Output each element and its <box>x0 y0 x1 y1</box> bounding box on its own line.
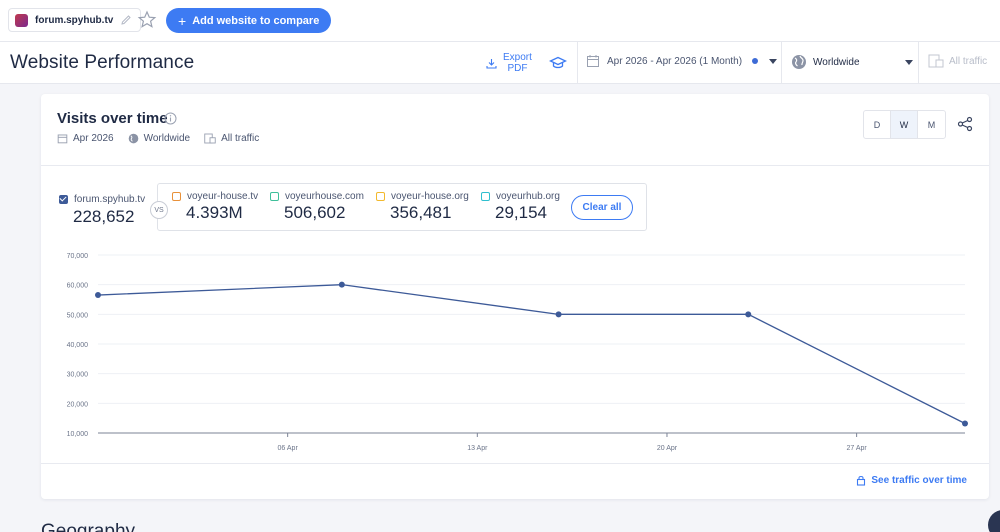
traffic-value: All traffic <box>949 55 988 67</box>
y-tick-label: 10,000 <box>67 431 89 438</box>
granularity-toggle: D W M <box>863 110 946 139</box>
main-site-name: forum.spyhub.tv <box>74 194 146 205</box>
see-traffic-label: See traffic over time <box>871 475 967 486</box>
competitor-visits: 29,154 <box>495 203 547 222</box>
pencil-icon[interactable] <box>120 14 132 26</box>
y-tick-label: 30,000 <box>67 372 89 379</box>
data-point <box>95 292 101 299</box>
checkbox-unchecked-icon[interactable] <box>172 192 181 201</box>
card-title: Visits over time <box>57 110 168 127</box>
chat-widget-button[interactable] <box>988 510 1000 532</box>
page-title: Website Performance <box>10 52 195 73</box>
divider <box>41 165 989 166</box>
checkbox-unchecked-icon[interactable] <box>376 192 385 201</box>
data-point <box>745 311 752 318</box>
site-name: forum.spyhub.tv <box>35 14 114 26</box>
chevron-down-icon <box>769 58 778 64</box>
competitor-legend[interactable]: voyeur-house.tv 4.393M <box>172 191 258 223</box>
visits-line-chart: 70,000 60,000 50,000 40,000 30,000 20,000 10,0… <box>67 253 968 452</box>
clear-all-button[interactable]: Clear all <box>571 195 633 220</box>
graduation-cap-icon[interactable] <box>549 54 567 72</box>
export-pdf-button[interactable]: Export PDF <box>486 52 532 74</box>
checkbox-unchecked-icon[interactable] <box>270 192 279 201</box>
globe-icon <box>128 133 138 144</box>
granularity-week[interactable]: W <box>891 111 918 138</box>
plus-icon: + <box>178 12 187 29</box>
geography-heading: Geography <box>41 521 136 532</box>
y-tick-label: 60,000 <box>67 283 89 290</box>
calendar-icon <box>587 55 599 67</box>
site-chip[interactable]: forum.spyhub.tv <box>8 8 142 32</box>
export-label-pdf: PDF <box>507 63 528 74</box>
chevron-down-icon <box>905 59 913 65</box>
region-select[interactable]: Worldwide <box>791 54 913 70</box>
y-tick-label: 40,000 <box>67 342 89 349</box>
y-tick-label: 20,000 <box>67 401 89 408</box>
x-tick-label: 27 Apr <box>847 445 868 452</box>
data-point <box>338 281 345 288</box>
competitor-name: voyeurhouse.com <box>285 191 364 202</box>
site-favicon-icon <box>15 13 28 27</box>
x-tick-label: 20 Apr <box>657 445 678 452</box>
checkbox-checked-icon[interactable] <box>59 195 68 204</box>
calendar-icon <box>57 134 68 144</box>
series-line <box>97 284 966 425</box>
date-range-value: Apr 2026 - Apr 2026 (1 Month) <box>607 55 743 67</box>
card-meta: Apr 2026 Worldwide All traffic <box>57 133 259 144</box>
competitor-legend[interactable]: voyeur-house.org 356,481 <box>376 191 469 223</box>
add-website-label: Add website to compare <box>192 14 320 27</box>
header-separator <box>918 42 919 84</box>
competitor-legend[interactable]: voyeurhub.org 29,154 <box>481 191 560 223</box>
region-value: Worldwide <box>813 56 860 68</box>
y-tick-label: 70,000 <box>67 253 89 260</box>
export-label: Export <box>503 52 532 63</box>
x-tick-label: 06 Apr <box>278 445 299 452</box>
main-site-visits: 228,652 <box>73 207 135 226</box>
x-tick-label: 13 Apr <box>467 445 488 452</box>
header-separator <box>577 42 578 84</box>
page-header: Website Performance Export PDF Apr 2026 … <box>0 42 1000 84</box>
visits-over-time-card: Visits over time Apr 2026 Worldwide All … <box>41 94 989 499</box>
competitor-visits: 356,481 <box>390 203 452 222</box>
competitor-name: voyeur-house.org <box>391 191 469 202</box>
download-icon <box>486 58 497 69</box>
competitors-box: voyeur-house.tv 4.393M voyeurhouse.com 5… <box>157 183 647 231</box>
traffic-select[interactable]: All traffic <box>928 54 987 68</box>
share-icon[interactable] <box>957 116 973 132</box>
top-bar: forum.spyhub.tv + Add website to compare <box>0 0 1000 42</box>
competitor-name: voyeurhub.org <box>496 191 560 202</box>
date-range-select[interactable]: Apr 2026 - Apr 2026 (1 Month) <box>586 54 778 68</box>
competitor-visits: 506,602 <box>284 203 346 222</box>
star-icon[interactable] <box>137 10 157 30</box>
data-point <box>962 420 968 427</box>
devices-icon <box>928 54 944 68</box>
info-icon[interactable] <box>164 112 177 125</box>
main-site-legend[interactable]: forum.spyhub.tv 228,652 <box>59 194 145 227</box>
meta-traffic: All traffic <box>221 133 260 144</box>
granularity-month[interactable]: M <box>927 119 936 130</box>
granularity-day[interactable]: D <box>864 111 891 138</box>
divider <box>41 463 989 464</box>
header-separator <box>781 42 782 84</box>
lock-icon <box>857 475 866 486</box>
globe-icon <box>792 55 806 69</box>
meta-date: Apr 2026 <box>73 133 114 144</box>
data-point <box>555 311 562 318</box>
devices-icon <box>204 133 216 144</box>
y-tick-label: 50,000 <box>67 312 89 319</box>
indicator-dot <box>752 58 759 64</box>
meta-region: Worldwide <box>143 133 191 144</box>
competitor-legend[interactable]: voyeurhouse.com 506,602 <box>270 191 364 223</box>
competitor-name: voyeur-house.tv <box>187 191 259 202</box>
add-website-button[interactable]: + Add website to compare <box>166 8 332 33</box>
competitor-visits: 4.393M <box>186 203 243 222</box>
checkbox-unchecked-icon[interactable] <box>481 192 490 201</box>
vs-badge: VS <box>150 201 168 219</box>
see-traffic-link[interactable]: See traffic over time <box>856 475 967 486</box>
